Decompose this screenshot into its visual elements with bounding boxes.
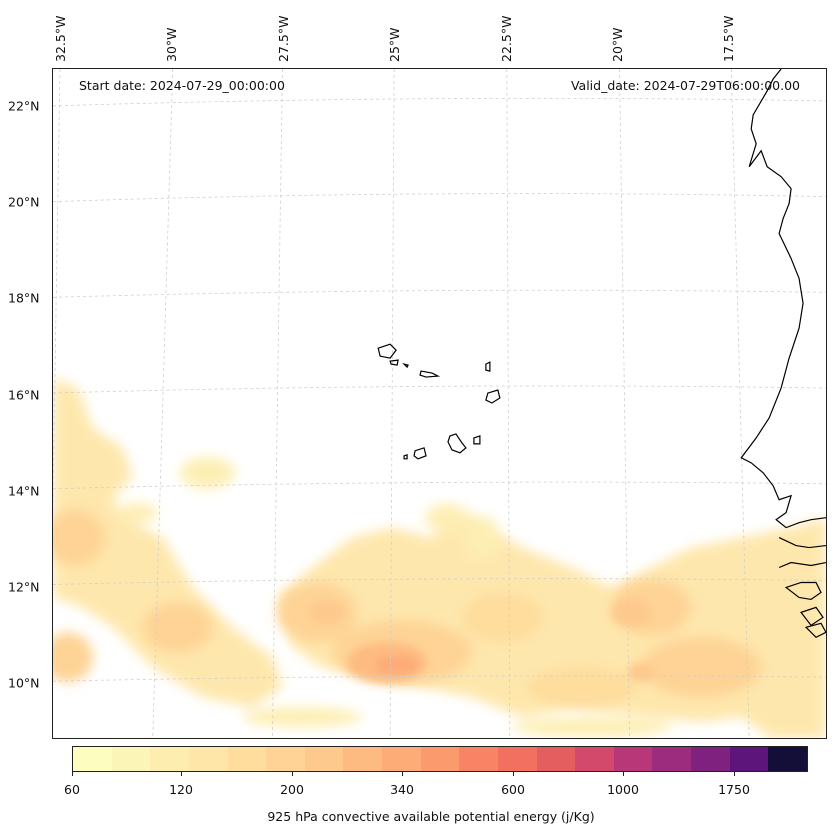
colorbar-segment-4: [227, 747, 267, 771]
colorbar-tick-label: 340: [390, 782, 414, 797]
colorbar-tick-label: 60: [64, 782, 80, 797]
colorbar-tick-mark: [292, 772, 293, 776]
colorbar-segment-10: [459, 747, 498, 771]
colorbar-segment-12: [536, 747, 576, 771]
colorbar-tick-label: 120: [169, 782, 193, 797]
colorbar-segment-0: [73, 747, 112, 771]
start-date-label: Start date: 2024-07-29_00:00:00: [79, 78, 285, 93]
colorbar-segment-5: [266, 747, 305, 771]
colorbar-tick-mark: [72, 772, 73, 776]
colorbar-segment-17: [729, 747, 769, 771]
latitude-label-10n: 10°N: [8, 675, 40, 691]
colorbar-tick-label: 600: [501, 782, 525, 797]
map-panel: [52, 68, 827, 739]
colorbar-segment-13: [575, 747, 614, 771]
colorbar-tick-mark: [623, 772, 624, 776]
longitude-label-17-5w: 17.5°W: [721, 15, 736, 62]
colorbar-segment-3: [188, 747, 228, 771]
graticule: [53, 69, 826, 738]
colorbar-tick-mark: [402, 772, 403, 776]
coastline: [377, 69, 826, 639]
longitude-label-20w: 20°W: [610, 27, 625, 62]
colorbar-segment-1: [111, 747, 151, 771]
longitude-label-22-5w: 22.5°W: [499, 15, 514, 62]
latitude-label-12n: 12°N: [8, 579, 40, 595]
latitude-label-16n: 16°N: [8, 387, 40, 403]
latitude-label-14n: 14°N: [8, 483, 40, 499]
colorbar-tick-mark: [181, 772, 182, 776]
colorbar-segment-9: [420, 747, 460, 771]
colorbar-segment-16: [691, 747, 730, 771]
longitude-label-32-5w: 32.5°W: [53, 15, 68, 62]
longitude-label-27-5w: 27.5°W: [276, 15, 291, 62]
latitude-label-18n: 18°N: [8, 290, 40, 306]
longitude-label-30w: 30°W: [164, 27, 179, 62]
colorbar-tick-label: 1750: [718, 782, 750, 797]
colorbar-tick-mark: [734, 772, 735, 776]
cape-field: [53, 378, 826, 738]
colorbar-tick-mark: [513, 772, 514, 776]
colorbar-tick-label: 200: [280, 782, 304, 797]
colorbar-segment-11: [497, 747, 537, 771]
colorbar-segment-18: [768, 747, 807, 771]
colorbar: [72, 746, 808, 772]
latitude-label-22n: 22°N: [8, 98, 40, 114]
colorbar-segment-2: [150, 747, 189, 771]
cape-map: [53, 69, 826, 738]
colorbar-segment-7: [343, 747, 382, 771]
longitude-label-25w: 25°W: [387, 27, 402, 62]
colorbar-segment-14: [613, 747, 653, 771]
colorbar-segment-6: [304, 747, 344, 771]
colorbar-label: 925 hPa convective available potential e…: [267, 809, 595, 824]
valid-date-label: Valid_date: 2024-07-29T06:00:00.00: [570, 78, 800, 93]
colorbar-segment-8: [382, 747, 421, 771]
latitude-label-20n: 20°N: [8, 194, 40, 210]
colorbar-segment-15: [652, 747, 691, 771]
colorbar-tick-label: 1000: [607, 782, 639, 797]
